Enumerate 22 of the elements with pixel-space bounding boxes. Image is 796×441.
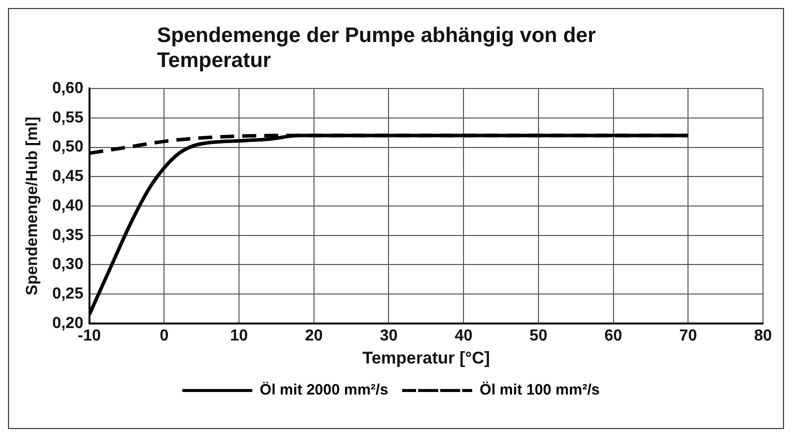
y-tick-label: 0,60 xyxy=(52,80,84,98)
chart-title: Spendemenge der Pumpe abhängig von der Temperatur xyxy=(156,23,597,73)
y-tick-label: 0,45 xyxy=(52,168,84,186)
x-tick-label: 50 xyxy=(530,327,548,344)
y-axis-title: Spendemenge/Hub [ml] xyxy=(24,116,42,296)
y-tick-label: 0,50 xyxy=(52,138,84,156)
y-tick-label: 0,40 xyxy=(52,197,84,214)
x-tick-label: 40 xyxy=(454,327,473,344)
x-tick-label: 70 xyxy=(679,327,698,344)
legend-label: Öl mit 100 mm²/s xyxy=(480,382,600,399)
x-tick-label: 30 xyxy=(380,327,398,344)
x-axis-title: Temperatur [°C] xyxy=(362,348,490,368)
y-tick-label: 0,25 xyxy=(52,285,84,302)
x-tick-label: 80 xyxy=(754,327,772,344)
x-tick-label: 20 xyxy=(304,327,323,344)
x-tick-label: 10 xyxy=(230,327,248,344)
y-tick-label: 0,30 xyxy=(52,256,84,274)
x-tick-label: 60 xyxy=(604,327,622,344)
legend-label: Öl mit 2000 mm²/s xyxy=(260,382,388,399)
y-tick-label: 0,35 xyxy=(52,226,84,244)
x-tick-label: 0 xyxy=(160,327,169,344)
y-tick-label: 0,55 xyxy=(52,109,84,126)
